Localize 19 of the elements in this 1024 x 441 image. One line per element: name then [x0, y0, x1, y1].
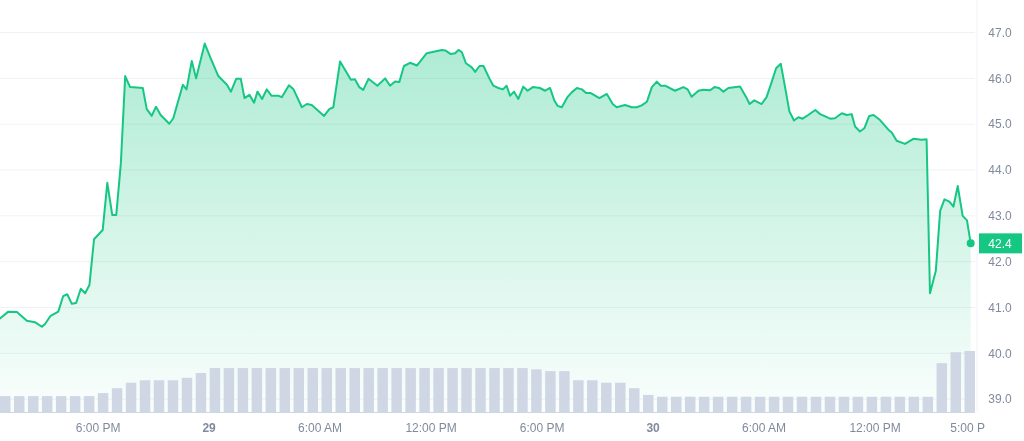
y-tick-label: 41.0: [988, 300, 1012, 315]
x-tick-label: 5:00 P: [950, 421, 985, 435]
x-tick-label: 6:00 AM: [298, 421, 343, 435]
y-tick-label: 39.0: [988, 392, 1012, 407]
x-tick-label: 30: [646, 421, 661, 435]
x-tick-label: 12:00 PM: [405, 421, 457, 435]
y-tick-label: 40.0: [988, 346, 1012, 361]
y-tick-label: 42.0: [988, 254, 1012, 269]
x-tick-label: 6:00 PM: [75, 421, 121, 435]
y-tick-label: 44.0: [988, 163, 1012, 178]
x-tick-label: 6:00 PM: [519, 421, 565, 435]
y-tick-label: 43.0: [988, 209, 1012, 224]
annotation: 42.4: [988, 236, 1012, 251]
x-tick-label: 12:00 PM: [849, 421, 901, 435]
y-tick-label: 45.0: [988, 117, 1012, 132]
x-tick-label: 29: [202, 421, 217, 435]
x-tick-label: 6:00 AM: [742, 421, 787, 435]
y-tick-label: 46.0: [988, 71, 1012, 86]
y-tick-label: 47.0: [988, 25, 1012, 40]
